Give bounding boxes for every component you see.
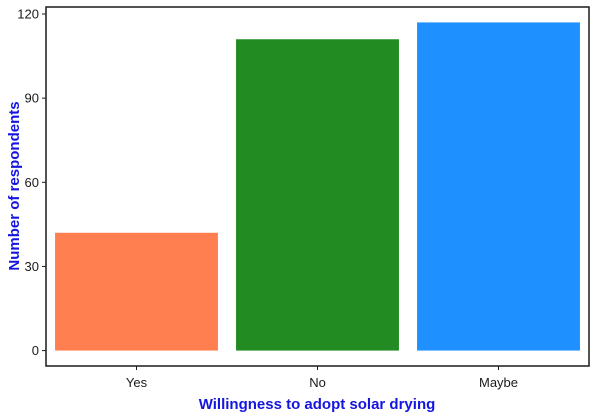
y-tick-label: 0 — [32, 343, 39, 358]
bar-maybe — [417, 22, 580, 351]
x-axis-title: Willingness to adopt solar drying — [199, 396, 436, 413]
x-tick-label: Maybe — [479, 375, 518, 390]
bars — [55, 22, 580, 351]
x-tick-label: Yes — [126, 375, 148, 390]
y-axis-title: Number of respondents — [6, 101, 23, 270]
y-tick-label: 120 — [17, 7, 39, 22]
y-axis: 0 30 60 90 120 — [17, 7, 46, 358]
y-tick-label: 60 — [25, 175, 39, 190]
x-tick-label: No — [309, 375, 326, 390]
bar-yes — [55, 232, 218, 351]
x-axis: Yes No Maybe — [126, 366, 518, 390]
y-tick-label: 30 — [25, 259, 39, 274]
bar-no — [236, 39, 399, 351]
y-tick-label: 90 — [25, 91, 39, 106]
